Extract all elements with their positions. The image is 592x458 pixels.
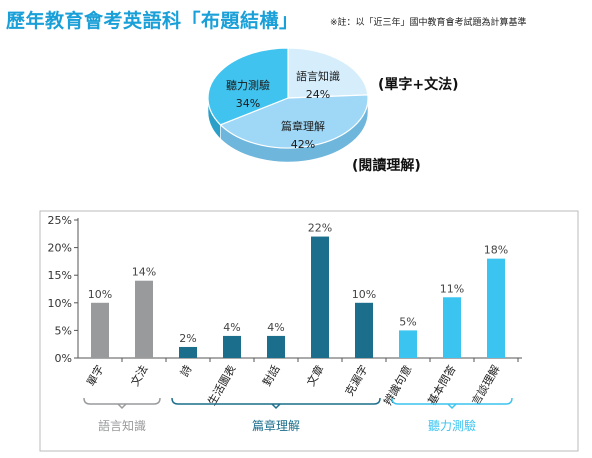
group-bracket — [171, 397, 381, 405]
y-tick-label: 10% — [48, 297, 72, 310]
bar-value-label: 14% — [132, 266, 156, 279]
y-tick-label: 0% — [55, 352, 72, 365]
x-category-label: 單字 — [83, 363, 106, 389]
bar-文章 — [311, 236, 329, 358]
x-category-label: 基本問答 — [424, 363, 458, 408]
pie-slice-3 — [207, 47, 289, 126]
pie-side-label-reading: (閱讀理解) — [352, 157, 421, 174]
bar-value-label: 22% — [308, 222, 332, 235]
group-label: 聽力測驗 — [428, 419, 476, 433]
group-bracket-tip — [447, 403, 457, 410]
bar-對話 — [267, 335, 285, 358]
bar-言談理解 — [487, 258, 505, 358]
group-label: 語言知識 — [98, 418, 146, 433]
bar-生活圖表 — [223, 335, 241, 358]
x-category-label: 克漏字 — [342, 363, 371, 399]
bar-單字 — [91, 302, 109, 358]
x-category-label: 文法 — [127, 363, 150, 389]
pie-category-label: 篇章理解 — [281, 119, 325, 133]
x-category-label: 辨識句意 — [380, 363, 414, 408]
bar-value-label: 11% — [440, 282, 464, 295]
bar-value-label: 4% — [223, 321, 240, 334]
bar-value-label: 5% — [399, 315, 416, 328]
pie-side-label-vocab: (單字+文法) — [378, 76, 459, 93]
group-bracket — [83, 397, 161, 405]
bar-辨識句意 — [399, 330, 417, 358]
bar-克漏字 — [355, 302, 373, 358]
group-bracket — [391, 397, 513, 405]
y-tick-label: 15% — [48, 269, 72, 282]
pie-category-label: 語言知識 — [296, 69, 340, 83]
bar-value-label: 18% — [484, 244, 508, 257]
x-category-label: 生活圖表 — [204, 363, 238, 408]
pie-percent-label: 42% — [291, 138, 315, 151]
bar-value-label: 10% — [88, 288, 112, 301]
bar-value-label: 4% — [267, 321, 284, 334]
x-category-label: 文章 — [303, 363, 326, 389]
bar-chart-frame — [39, 210, 579, 452]
bar-文法 — [135, 280, 153, 358]
pie-percent-label: 24% — [306, 88, 330, 101]
pie-category-label: 聽力測驗 — [226, 78, 270, 92]
pie-chart: 語言知識 24% 篇章理解 42% 聽力測驗 34% (單字+文法) (閱讀理解) — [207, 47, 459, 174]
y-tick-label: 20% — [48, 242, 72, 255]
bar-基本問答 — [443, 297, 461, 358]
bar-value-label: 10% — [352, 288, 376, 301]
pie-percent-label: 34% — [236, 97, 260, 110]
group-bracket-tip — [117, 403, 127, 410]
y-tick-label: 5% — [55, 324, 72, 337]
x-category-label: 對話 — [259, 363, 282, 389]
x-category-label: 言談理解 — [468, 363, 502, 408]
pie-slice-1 — [287, 47, 369, 99]
bar-詩 — [179, 346, 197, 358]
page-title: 歷年教育會考英語科「布題結構」 — [6, 10, 299, 32]
y-tick-label: 25% — [48, 214, 72, 227]
pie-slice-2 — [219, 94, 369, 149]
group-bracket-tip — [271, 403, 281, 410]
bar-value-label: 2% — [179, 332, 196, 345]
page-note: ※註：以「近三年」國中教育會考試題為計算基準 — [330, 18, 527, 28]
x-category-label: 詩 — [178, 363, 195, 379]
group-label: 篇章理解 — [252, 418, 300, 433]
